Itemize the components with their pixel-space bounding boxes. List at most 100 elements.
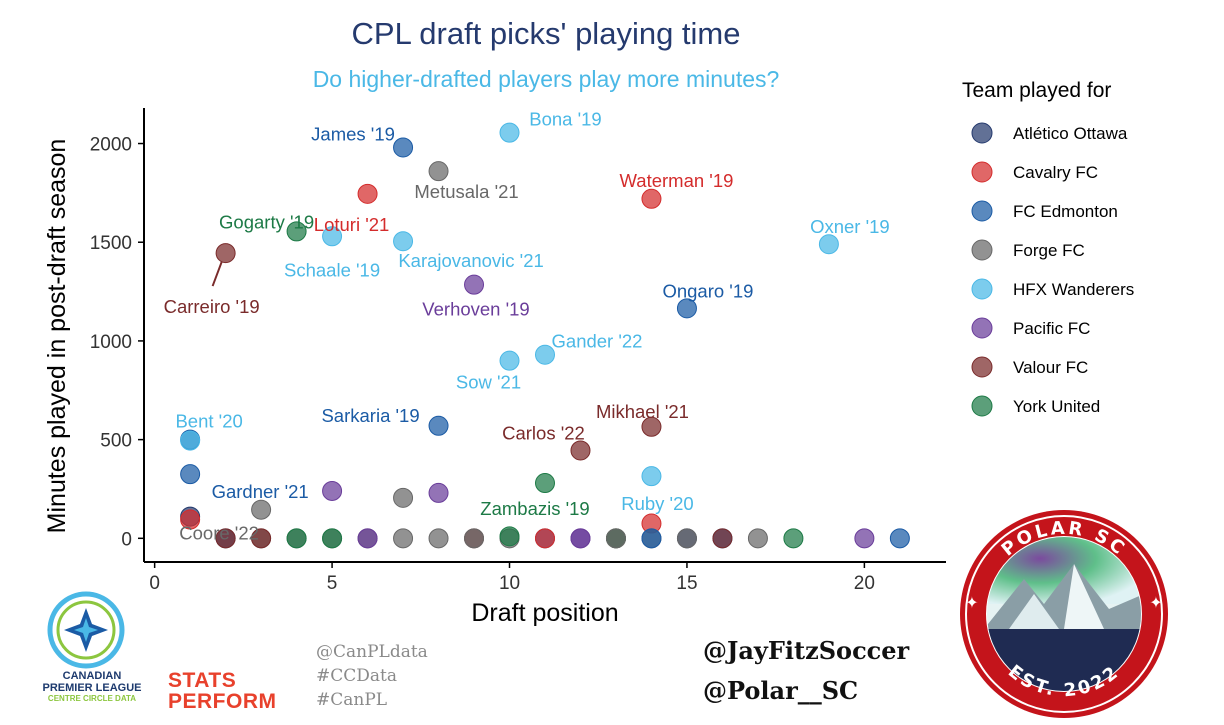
legend-swatch bbox=[971, 161, 993, 183]
data-credits: @CanPLdata #CCData #CanPL bbox=[316, 640, 428, 712]
stats-perform-line2: PERFORM bbox=[168, 690, 277, 713]
cpl-logo-line3: CENTRE CIRCLE DATA bbox=[47, 694, 137, 703]
legend-title: Team played for bbox=[962, 79, 1111, 102]
maple-leaf-icon: ✦ bbox=[965, 595, 978, 612]
legend-label: FC Edmonton bbox=[1013, 202, 1118, 221]
data-point-labeled bbox=[393, 231, 414, 252]
data-point-labeled bbox=[428, 415, 449, 436]
data-point bbox=[747, 528, 768, 549]
axis-ticks: 0 5 10 15 20 0 500 1000 1500 2000 bbox=[90, 135, 875, 594]
data-point-labeled bbox=[641, 466, 662, 487]
data-point-labeled bbox=[676, 298, 697, 319]
data-point bbox=[322, 528, 343, 549]
x-tick-label: 0 bbox=[149, 573, 160, 594]
data-point-labeled bbox=[818, 234, 839, 255]
data-point-labeled bbox=[641, 416, 662, 437]
point-label: Mikhael '21 bbox=[596, 401, 689, 422]
data-point-labeled bbox=[180, 464, 201, 485]
data-point-labeled bbox=[535, 473, 555, 494]
data-point-labeled bbox=[535, 344, 555, 365]
point-label: Metusala '21 bbox=[414, 181, 518, 202]
author-handle: @JayFitzSoccer bbox=[703, 636, 910, 665]
data-point bbox=[570, 528, 591, 549]
y-tick-label: 0 bbox=[121, 529, 132, 550]
point-label: Waterman '19 bbox=[620, 170, 734, 191]
legend-label: Pacific FC bbox=[1013, 319, 1090, 338]
data-point bbox=[676, 528, 697, 549]
label-leader-line bbox=[211, 261, 223, 287]
cpl-logo-mark bbox=[47, 591, 125, 669]
point-label: Sow '21 bbox=[456, 372, 521, 393]
data-point-labeled bbox=[499, 350, 520, 371]
point-label: Schaale '19 bbox=[284, 259, 380, 280]
data-point bbox=[641, 528, 662, 549]
data-point bbox=[535, 528, 555, 549]
point-label: Gardner '21 bbox=[212, 481, 309, 502]
data-point bbox=[605, 528, 626, 549]
data-point-labeled bbox=[251, 499, 272, 520]
data-point bbox=[428, 528, 449, 549]
point-label: Oxner '19 bbox=[810, 216, 890, 237]
point-label: Ongaro '19 bbox=[662, 280, 753, 301]
points-layer bbox=[180, 122, 910, 549]
author-handle: @Polar__SC bbox=[703, 676, 859, 705]
legend-swatch bbox=[971, 356, 993, 378]
legend-label: Atlético Ottawa bbox=[1013, 124, 1128, 143]
labels-layer: James '19 Bona '19 Metusala '21 Waterman '1… bbox=[164, 109, 890, 544]
chart-title: CPL draft picks' playing time bbox=[352, 16, 741, 51]
data-point bbox=[180, 509, 201, 530]
point-label: Coore '22 bbox=[179, 523, 259, 544]
legend-label: Valour FC bbox=[1013, 358, 1088, 377]
legend-swatch bbox=[971, 200, 993, 222]
data-point bbox=[464, 528, 485, 549]
legend-label: HFX Wanderers bbox=[1013, 280, 1134, 299]
data-point-labeled bbox=[641, 188, 662, 209]
data-point bbox=[357, 528, 378, 549]
point-label: Karajovanovic '21 bbox=[398, 250, 543, 271]
x-tick-label: 10 bbox=[499, 573, 520, 594]
x-tick-label: 20 bbox=[854, 573, 875, 594]
polar-sc-logo: POLAR SC EST. 2022 ✦ ✦ bbox=[960, 510, 1168, 718]
y-tick-label: 2000 bbox=[90, 135, 132, 156]
cpl-logo: CANADIAN PREMIER LEAGUE CENTRE CIRCLE DA… bbox=[40, 670, 144, 703]
legend-swatch bbox=[971, 317, 993, 339]
data-point-labeled bbox=[464, 274, 485, 295]
legend-swatch bbox=[971, 122, 993, 144]
chart-subtitle: Do higher-drafted players play more minu… bbox=[313, 66, 780, 92]
point-label: Verhoven '19 bbox=[422, 299, 529, 320]
data-point bbox=[393, 487, 414, 508]
legend-label: York United bbox=[1013, 397, 1100, 416]
data-point bbox=[322, 480, 343, 501]
point-label: Sarkaria '19 bbox=[321, 405, 419, 426]
legend-swatch bbox=[971, 395, 993, 417]
point-label: Bona '19 bbox=[529, 109, 601, 130]
point-label: Zambazis '19 bbox=[480, 498, 589, 519]
y-tick-label: 500 bbox=[100, 431, 132, 452]
legend-label: Cavalry FC bbox=[1013, 163, 1098, 182]
point-label: Loturi '21 bbox=[314, 214, 390, 235]
axes bbox=[143, 108, 946, 563]
data-point bbox=[854, 528, 875, 549]
x-axis-title: Draft position bbox=[471, 599, 618, 627]
point-label: Carlos '22 bbox=[502, 422, 585, 443]
credit-line: #CanPL bbox=[316, 690, 388, 710]
point-label: James '19 bbox=[311, 123, 395, 144]
y-tick-label: 1000 bbox=[90, 332, 132, 353]
data-point bbox=[712, 528, 733, 549]
data-point-labeled bbox=[393, 137, 414, 158]
legend-swatch bbox=[971, 239, 993, 261]
point-label: Gogarty '19 bbox=[219, 211, 314, 232]
data-point-labeled bbox=[180, 430, 201, 451]
data-point bbox=[499, 526, 520, 547]
data-point bbox=[889, 528, 910, 549]
data-point bbox=[251, 528, 272, 549]
cpl-logo-line2: PREMIER LEAGUE bbox=[42, 682, 142, 694]
data-point-labeled bbox=[215, 243, 236, 264]
data-point bbox=[215, 528, 236, 549]
data-point-labeled bbox=[322, 226, 343, 247]
data-point-labeled bbox=[428, 161, 449, 182]
data-point-labeled bbox=[286, 221, 307, 242]
stats-perform-line1: STATS bbox=[168, 669, 237, 692]
legend: Team played for Atlético Ottawa Cavalry F… bbox=[962, 79, 1134, 417]
